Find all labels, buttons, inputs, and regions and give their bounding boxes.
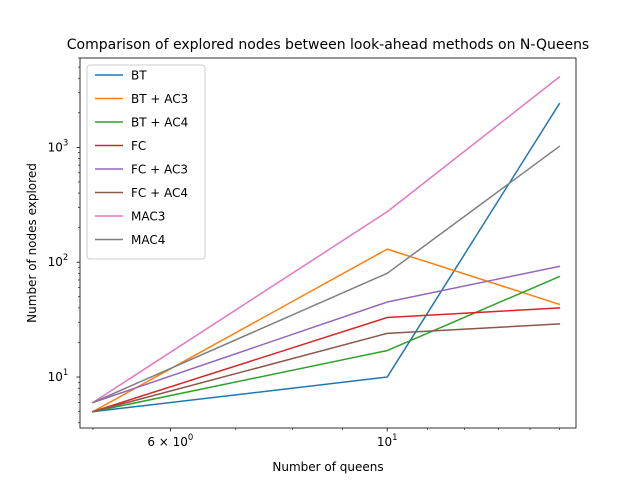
legend-label-1: BT + AC3 [131,92,188,106]
series-line-1 [91,248,561,413]
legend-label-6: MAC3 [131,210,165,224]
y-tick-label-2: 103 [48,138,69,154]
plot-frame [79,57,577,429]
series-line-4 [91,265,561,404]
series-line-5 [92,323,561,413]
legend-box [86,64,206,260]
y-axis-label: Number of nodes explored [25,163,39,323]
plot-lines [91,75,561,413]
legend-label-2: BT + AC4 [131,116,188,130]
y-axis-ticks: 101 102 103 [48,57,80,424]
series-line-7 [91,145,561,404]
y-tick-label-0: 101 [48,368,69,384]
legend-label-7: MAC4 [131,233,165,247]
series-line-2 [92,275,561,413]
legend: BT BT + AC3 BT + AC4 FC FC + AC3 FC + AC4 MAC3… [86,64,206,260]
legend-label-3: FC [131,139,146,153]
series-line-0 [92,102,561,413]
series-line-3 [91,307,561,413]
legend-label-4: FC + AC3 [131,163,188,177]
series-line-6 [91,75,561,404]
chart-title: Comparison of explored nodes between loo… [67,37,589,53]
legend-label-0: BT [131,69,147,83]
x-axis-ticks: 6 × 100 101 [92,428,560,449]
x-tick-label-0: 6 × 100 [147,433,193,449]
x-tick-label-1: 101 [377,433,398,449]
legend-label-5: FC + AC4 [131,186,188,200]
y-tick-label-1: 102 [48,253,69,269]
x-axis-label: Number of queens [272,460,383,474]
